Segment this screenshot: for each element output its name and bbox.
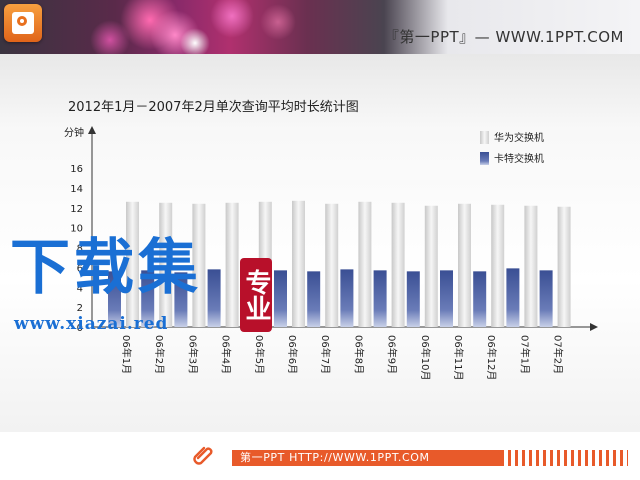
bar-kate bbox=[174, 272, 188, 327]
bar-kate bbox=[340, 269, 354, 327]
paperclip-icon bbox=[193, 446, 213, 465]
x-axis-arrow bbox=[590, 323, 598, 331]
footer-bar bbox=[232, 450, 504, 466]
bar-huawei bbox=[325, 203, 339, 327]
watermark-text: 下载集 bbox=[10, 233, 202, 303]
bar-kate bbox=[307, 271, 321, 327]
x-tick-label: 06年8月 bbox=[352, 335, 365, 374]
legend-label: 卡特交换机 bbox=[494, 152, 544, 165]
powerpoint-logo-icon bbox=[4, 4, 42, 42]
x-tick-label: 07年2月 bbox=[552, 335, 565, 374]
y-tick-label: 0 bbox=[77, 323, 83, 334]
y-tick-label: 8 bbox=[77, 244, 83, 255]
bar-kate bbox=[373, 270, 387, 327]
bar-kate bbox=[274, 270, 287, 327]
y-axis-label: 分钟 bbox=[64, 128, 84, 139]
x-tick-label: 06年6月 bbox=[286, 335, 299, 374]
bar-huawei bbox=[159, 202, 173, 327]
x-tick-label: 06年5月 bbox=[253, 335, 266, 374]
y-tick-label: 4 bbox=[77, 283, 83, 294]
bar-kate bbox=[141, 270, 155, 327]
bar-huawei bbox=[192, 203, 206, 327]
x-tick-label: 06年2月 bbox=[153, 335, 166, 374]
x-tick-label: 07年1月 bbox=[518, 335, 531, 374]
bar-huawei bbox=[358, 201, 372, 327]
bar-huawei bbox=[126, 201, 139, 327]
x-tick-label: 06年12月 bbox=[485, 335, 498, 380]
bar-huawei bbox=[557, 206, 571, 327]
y-tick-label: 12 bbox=[70, 204, 83, 215]
bar-huawei bbox=[458, 203, 471, 327]
bar-huawei bbox=[491, 204, 505, 327]
footer-text: 第一PPT HTTP://WWW.1PPT.COM bbox=[240, 451, 430, 464]
bar-huawei bbox=[225, 202, 239, 327]
bar-huawei bbox=[424, 205, 438, 327]
x-tick-label: 06年10月 bbox=[419, 335, 432, 380]
x-tick-label: 06年3月 bbox=[186, 335, 199, 374]
bar-chart: 0 2 4 6 8 10 12 14 16 06年1月 06年2月 06年3月 06年4月 06年5月 06… bbox=[70, 126, 598, 380]
bar-kate bbox=[108, 271, 121, 327]
x-tick-label: 06年1月 bbox=[120, 335, 133, 374]
y-tick-label: 14 bbox=[70, 184, 83, 195]
footer-stripes bbox=[508, 450, 628, 466]
header-banner bbox=[0, 0, 640, 54]
chart-title: 2012年1月－2007年2月单次查询平均时长统计图 bbox=[68, 100, 359, 115]
legend-swatch bbox=[480, 152, 489, 165]
x-tick-label: 06年4月 bbox=[220, 335, 233, 374]
brand-text: 『第一PPT』— WWW.1PPT.COM bbox=[383, 28, 624, 46]
bar-huawei bbox=[292, 200, 305, 327]
y-tick-label: 10 bbox=[70, 224, 83, 235]
watermark-seal: 专业 bbox=[240, 258, 272, 332]
x-tick-label: 06年9月 bbox=[386, 335, 399, 374]
bar-kate bbox=[539, 270, 553, 327]
legend-swatch bbox=[480, 131, 489, 144]
bar-huawei bbox=[524, 205, 538, 327]
bar-kate bbox=[207, 269, 221, 327]
x-tick-label: 06年11月 bbox=[452, 335, 465, 380]
x-tick-label: 06年7月 bbox=[319, 335, 332, 374]
watermark-url: www.xiazai.red bbox=[14, 314, 169, 334]
bar-kate bbox=[506, 268, 520, 327]
y-tick-label: 2 bbox=[77, 303, 83, 314]
bar-kate bbox=[440, 270, 453, 327]
bar-huawei bbox=[391, 202, 405, 327]
bar-kate bbox=[473, 271, 487, 327]
legend-label: 华为交换机 bbox=[494, 131, 544, 144]
y-axis-arrow bbox=[88, 126, 96, 134]
y-tick-label: 6 bbox=[77, 263, 83, 274]
y-tick-label: 16 bbox=[70, 164, 83, 175]
bar-kate bbox=[406, 271, 420, 327]
